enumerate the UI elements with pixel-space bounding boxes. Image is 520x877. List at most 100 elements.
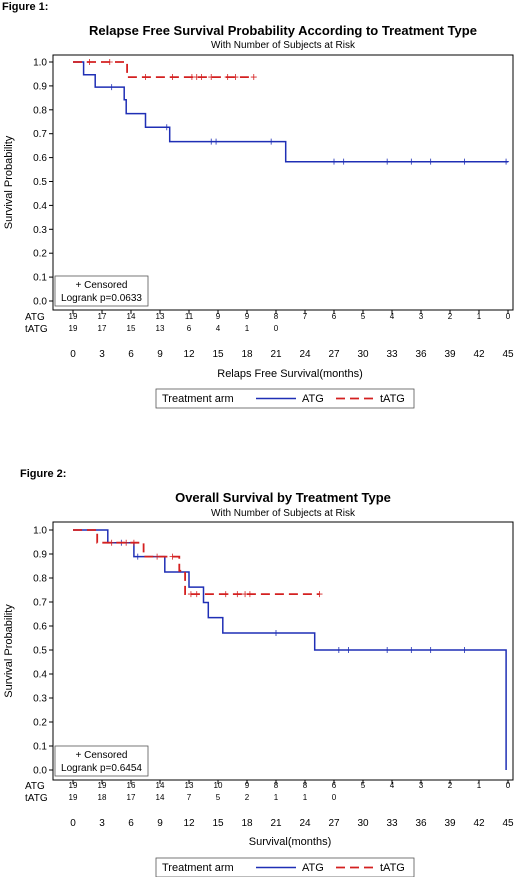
x-tick-label: 24 <box>299 818 311 829</box>
at-risk-count: 17 <box>127 793 136 802</box>
legend-label-tatg: tATG <box>380 393 405 405</box>
y-tick-label: 0.0 <box>33 297 47 308</box>
x-tick-label: 3 <box>99 349 105 360</box>
at-risk-count: 15 <box>127 324 136 333</box>
censor-mark-tatg <box>208 74 215 81</box>
censor-mark-tatg <box>169 553 176 560</box>
at-risk-count: 17 <box>98 324 107 333</box>
series-line-tatg <box>73 61 254 78</box>
y-tick-label: 0.2 <box>33 249 47 260</box>
x-tick-label: 15 <box>212 818 224 829</box>
y-tick-label: 0.1 <box>33 273 47 284</box>
at-risk-count: 6 <box>332 312 337 321</box>
y-tick-label: 0.4 <box>33 201 47 212</box>
y-tick-label: 0.5 <box>33 177 47 188</box>
x-tick-label: 15 <box>212 349 224 360</box>
at-risk-count: 0 <box>506 781 511 790</box>
censor-mark-tatg <box>234 591 241 598</box>
censor-mark-tatg <box>130 539 137 546</box>
censor-mark-atg <box>331 158 337 165</box>
at-risk-count: 19 <box>69 781 78 790</box>
at-risk-count: 0 <box>506 312 511 321</box>
y-tick-label: 1.0 <box>33 526 47 537</box>
at-risk-row-label: tATG <box>25 793 48 804</box>
at-risk-count: 8 <box>303 781 308 790</box>
x-tick-label: 18 <box>241 349 253 360</box>
y-tick-label: 0.1 <box>33 742 47 753</box>
y-tick-label: 0.8 <box>33 574 47 585</box>
at-risk-count: 4 <box>390 781 395 790</box>
censor-mark-atg <box>273 629 279 636</box>
at-risk-count: 19 <box>98 781 107 790</box>
at-risk-count: 3 <box>419 312 424 321</box>
at-risk-count: 5 <box>361 312 366 321</box>
at-risk-count: 19 <box>69 324 78 333</box>
censor-mark-tatg <box>193 591 200 598</box>
x-tick-label: 42 <box>473 349 485 360</box>
x-tick-label: 12 <box>183 349 195 360</box>
at-risk-count: 5 <box>216 793 221 802</box>
at-risk-count: 0 <box>274 324 279 333</box>
y-axis-title: Survival Probability <box>3 604 15 698</box>
x-tick-label: 3 <box>99 818 105 829</box>
x-axis-title: Survival(months) <box>249 836 332 848</box>
censor-mark-atg <box>503 158 510 165</box>
at-risk-count: 2 <box>448 312 453 321</box>
at-risk-row-label: tATG <box>25 324 48 335</box>
chart-subtitle: With Number of Subjects at Risk <box>211 40 356 51</box>
at-risk-count: 1 <box>245 324 250 333</box>
inset-logrank-label: Logrank p=0.0633 <box>61 293 142 304</box>
censor-mark-atg <box>163 124 170 131</box>
x-tick-label: 45 <box>502 818 514 829</box>
chart-title: Relapse Free Survival Probability Accord… <box>89 23 477 38</box>
x-tick-label: 18 <box>241 818 253 829</box>
legend-label-atg: ATG <box>302 393 324 405</box>
at-risk-count: 9 <box>245 312 250 321</box>
x-tick-label: 9 <box>157 349 163 360</box>
censor-mark-atg <box>427 158 434 165</box>
at-risk-count: 8 <box>274 781 279 790</box>
at-risk-count: 19 <box>69 793 78 802</box>
x-tick-label: 27 <box>328 349 340 360</box>
censor-mark-tatg <box>198 74 205 81</box>
y-tick-label: 0.2 <box>33 718 47 729</box>
at-risk-count: 6 <box>187 324 192 333</box>
censor-mark-atg <box>461 647 468 653</box>
x-tick-label: 27 <box>328 818 340 829</box>
at-risk-count: 1 <box>274 793 279 802</box>
at-risk-count: 2 <box>245 793 250 802</box>
censor-mark-atg <box>268 138 275 145</box>
censor-mark-tatg <box>108 539 115 546</box>
censor-mark-atg <box>134 553 141 560</box>
y-tick-label: 0.9 <box>33 81 47 92</box>
x-tick-label: 9 <box>157 818 163 829</box>
y-tick-label: 0.4 <box>33 670 47 681</box>
chart-subtitle: With Number of Subjects at Risk <box>211 508 356 519</box>
inset-box <box>54 275 149 307</box>
x-tick-label: 36 <box>415 349 427 360</box>
y-tick-label: 1.0 <box>33 58 47 69</box>
censor-mark-atg <box>461 158 468 165</box>
at-risk-count: 13 <box>156 312 165 321</box>
at-risk-count: 6 <box>332 781 337 790</box>
x-tick-label: 0 <box>70 818 76 829</box>
y-tick-label: 0.9 <box>33 550 47 561</box>
censor-mark-tatg <box>142 74 149 81</box>
censor-mark-tatg <box>316 591 323 598</box>
at-risk-count: 3 <box>419 781 424 790</box>
censor-mark-tatg <box>222 591 229 598</box>
at-risk-count: 19 <box>69 312 78 321</box>
x-tick-label: 39 <box>444 349 456 360</box>
at-risk-count: 5 <box>361 781 366 790</box>
y-tick-label: 0.6 <box>33 622 47 633</box>
x-tick-label: 0 <box>70 349 76 360</box>
x-tick-label: 21 <box>270 818 282 829</box>
x-tick-label: 12 <box>183 818 195 829</box>
series-line-atg <box>73 61 508 163</box>
at-risk-count: 9 <box>216 312 221 321</box>
censor-mark-atg <box>340 158 347 165</box>
at-risk-count: 14 <box>156 781 165 790</box>
x-tick-label: 21 <box>270 349 282 360</box>
censor-mark-tatg <box>123 539 130 546</box>
